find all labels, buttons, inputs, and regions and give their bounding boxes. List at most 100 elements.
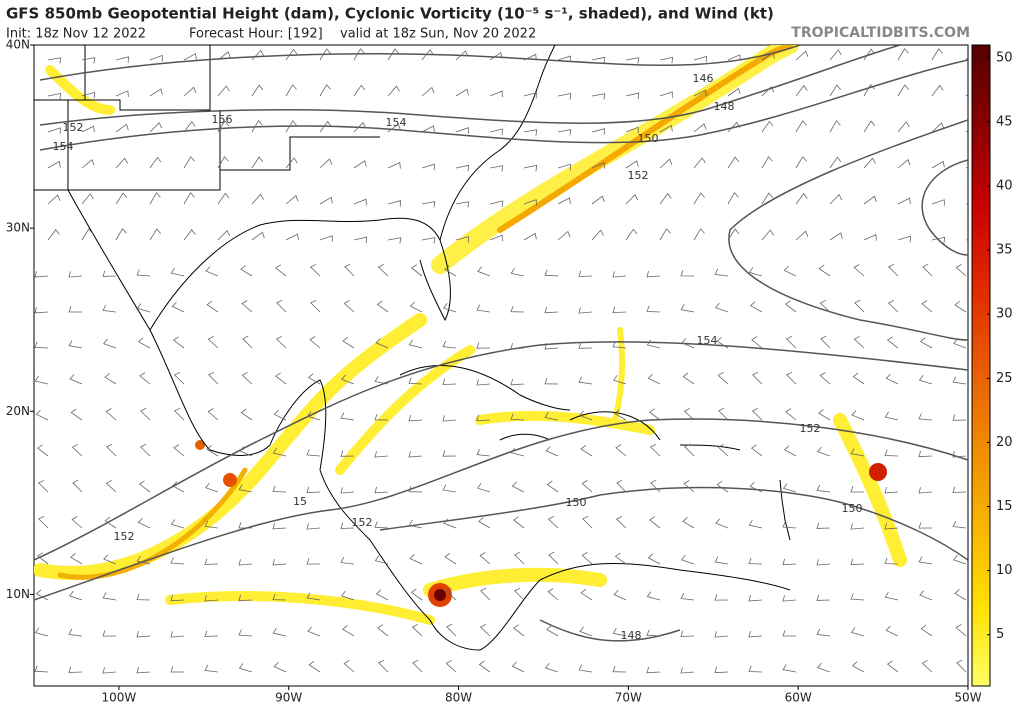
- wind-barb: [374, 451, 389, 458]
- wind-barb: [591, 195, 605, 205]
- y-tick-label: 30N: [6, 221, 30, 235]
- wind-barb: [582, 515, 593, 529]
- wind-barb: [443, 518, 457, 529]
- wind-barb: [659, 91, 673, 98]
- wind-barb: [715, 518, 729, 529]
- wind-barb: [952, 451, 967, 458]
- wind-barb: [238, 594, 253, 602]
- wind-barb: [170, 267, 185, 277]
- wind-barb: [829, 194, 843, 205]
- wind-barb: [35, 589, 49, 601]
- wind-barb: [523, 92, 537, 99]
- wind-barb: [885, 625, 899, 637]
- wind-barb: [455, 236, 470, 243]
- wind-barb: [863, 234, 877, 241]
- wind-barb: [442, 415, 457, 422]
- wind-barb: [884, 411, 899, 421]
- wind-barb: [478, 660, 491, 673]
- wind-barb: [510, 343, 525, 350]
- wind-barb: [446, 623, 457, 637]
- wind-barb: [816, 522, 831, 529]
- wind-barb: [727, 54, 741, 61]
- wind-barb: [217, 85, 230, 97]
- wind-barb: [693, 123, 707, 133]
- wind-barb: [920, 337, 933, 349]
- wind-barb: [340, 412, 355, 421]
- wind-barb: [955, 624, 967, 637]
- wind-barb: [659, 192, 672, 205]
- wind-barb: [557, 129, 572, 136]
- wind-barb: [319, 235, 333, 242]
- wind-barb: [829, 120, 841, 133]
- wind-barb: [319, 196, 333, 205]
- wind-barb: [138, 480, 151, 493]
- wind-barb: [353, 236, 368, 244]
- wind-barb: [953, 554, 967, 565]
- wind-barb: [714, 556, 729, 565]
- wind-barb: [886, 660, 899, 673]
- wind-barb: [251, 49, 265, 61]
- wind-barb: [680, 304, 695, 313]
- wind-barb: [489, 128, 504, 136]
- wind-barb: [204, 595, 219, 602]
- wind-barb: [748, 557, 763, 565]
- wind-barb: [591, 56, 606, 64]
- wind-barbs: [34, 48, 968, 674]
- wind-barb: [251, 193, 264, 205]
- wind-barb: [206, 300, 219, 313]
- contour-label: 154: [53, 140, 74, 153]
- wind-barb: [387, 237, 402, 244]
- wind-barb: [510, 305, 525, 313]
- wind-barb: [612, 306, 627, 314]
- wind-barb: [817, 446, 831, 457]
- coastlines: [34, 45, 791, 651]
- colorbar-tick-label: 10: [996, 563, 1013, 578]
- wind-barb: [548, 551, 559, 565]
- map-area: 146 148 150 152 154 156 152 154 154 152 150 150 152 1…: [34, 45, 968, 674]
- wind-barb: [34, 627, 49, 637]
- contour-label: 154: [386, 116, 407, 129]
- wind-barb: [183, 53, 197, 61]
- wind-barb: [510, 268, 525, 277]
- wind-barb: [35, 409, 49, 421]
- y-tick-label: 10N: [6, 587, 30, 601]
- wind-barb: [204, 558, 219, 565]
- wind-barb: [591, 162, 605, 169]
- wind-barb: [820, 335, 831, 349]
- wind-barb: [251, 156, 264, 169]
- wind-barb: [342, 625, 355, 637]
- wind-barb: [455, 164, 470, 172]
- wind-barb: [829, 49, 842, 61]
- contour-label: 150: [566, 496, 587, 509]
- wind-barb: [659, 228, 671, 241]
- colorbar-tick-label: 45: [996, 114, 1013, 129]
- wind-barb: [851, 410, 865, 421]
- wind-barb: [37, 479, 49, 493]
- wind-barb: [103, 554, 117, 565]
- colorbar: [971, 44, 991, 687]
- wind-barb: [102, 667, 117, 674]
- wind-barb: [681, 338, 695, 349]
- wind-barb: [479, 623, 491, 637]
- contour-label: 154: [697, 334, 718, 347]
- wind-barb: [513, 516, 525, 529]
- wind-barb: [680, 592, 695, 601]
- wind-barb: [514, 587, 525, 601]
- wind-barb: [863, 84, 875, 97]
- wind-barb: [829, 232, 843, 241]
- wind-barb: [72, 479, 83, 493]
- wind-barb: [920, 624, 933, 637]
- wind-barb: [751, 407, 763, 421]
- wind-barb: [444, 265, 457, 277]
- wind-barb: [761, 156, 773, 169]
- wind-barb: [544, 377, 559, 385]
- x-tick-label: 50W: [954, 691, 981, 705]
- wind-barb: [207, 335, 219, 349]
- wind-barb: [612, 627, 627, 637]
- wind-barb: [353, 48, 365, 61]
- wind-barb: [578, 342, 593, 349]
- wind-barb: [544, 662, 559, 673]
- wind-barb: [931, 236, 946, 244]
- init: Init: 18z Nov 12 2022: [6, 27, 146, 42]
- wind-barb: [374, 486, 389, 494]
